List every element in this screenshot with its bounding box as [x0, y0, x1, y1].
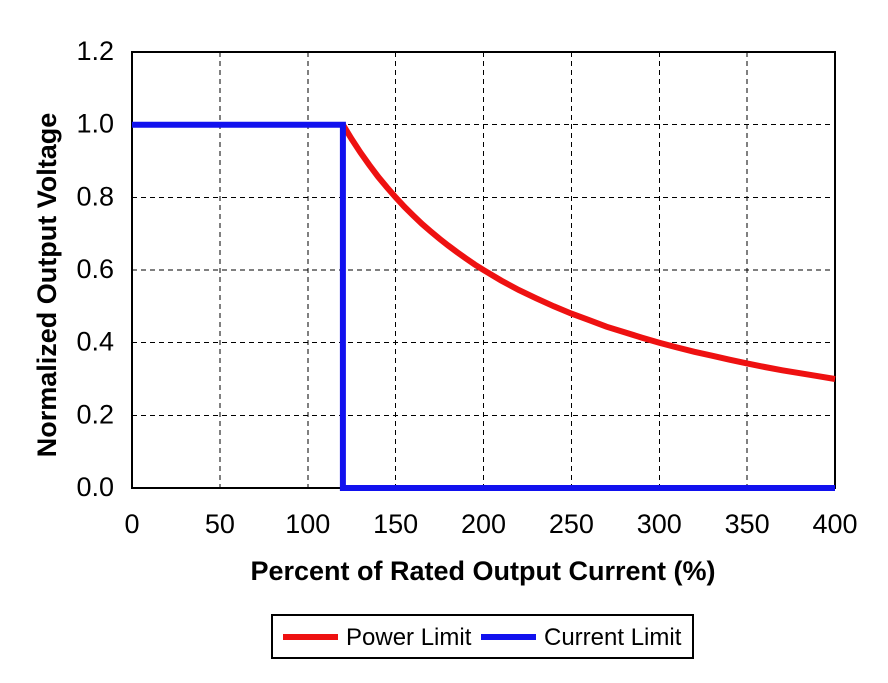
y-tick-label: 0.8 — [76, 181, 114, 211]
y-tick-label: 0.0 — [76, 472, 114, 502]
y-tick-label: 0.6 — [76, 254, 114, 284]
y-tick-label: 1.2 — [76, 36, 114, 66]
x-tick-label: 150 — [373, 509, 418, 539]
y-tick-label: 0.2 — [76, 399, 114, 429]
y-tick-label: 0.4 — [76, 327, 114, 357]
y-axis-title: Normalized Output Voltage — [32, 113, 62, 458]
legend-power-limit-label: Power Limit — [346, 624, 472, 651]
series-line-current-limit — [132, 121, 835, 491]
x-tick-label: 400 — [812, 509, 857, 539]
y-tick-label: 1.0 — [76, 109, 114, 139]
series-lines — [132, 121, 836, 491]
y-axis-tick-labels: 0.0 0.2 0.4 0.6 0.8 1.0 1.2 — [76, 36, 114, 502]
series-line-power-limit — [340, 123, 836, 382]
x-tick-label: 100 — [285, 509, 330, 539]
x-tick-label: 300 — [637, 509, 682, 539]
x-axis-title: Percent of Rated Output Current (%) — [250, 556, 715, 586]
x-tick-label: 250 — [549, 509, 594, 539]
x-tick-label: 350 — [725, 509, 770, 539]
x-tick-label: 200 — [461, 509, 506, 539]
x-axis-tick-labels: 0 50 100 150 200 250 300 350 400 — [124, 509, 857, 539]
legend: Power Limit Current Limit — [271, 614, 694, 659]
x-tick-label: 50 — [205, 509, 235, 539]
legend-current-limit-label: Current Limit — [544, 624, 682, 651]
x-tick-label: 0 — [124, 509, 139, 539]
